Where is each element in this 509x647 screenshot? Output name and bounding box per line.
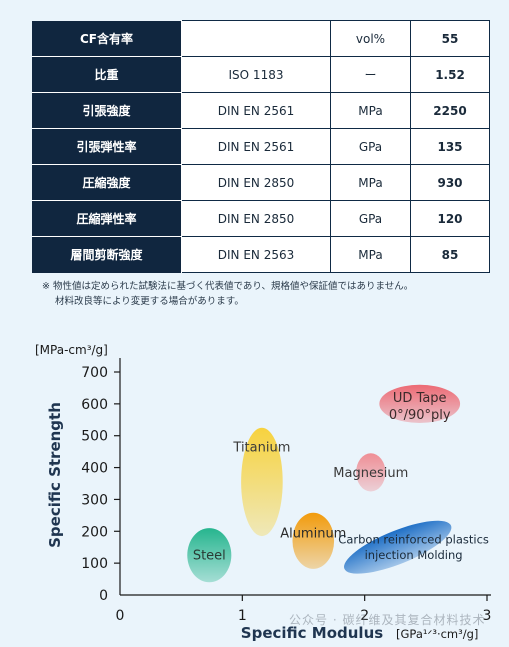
region-label: Magnesium [333, 466, 408, 481]
unit-cell: vol% [330, 20, 411, 57]
x-tick-label: 3 [483, 608, 492, 624]
region-label: 0°/90°ply [389, 408, 451, 423]
value-cell: 1.52 [410, 56, 490, 93]
region-steel [187, 528, 232, 583]
region-aluminum [292, 512, 335, 569]
x-tick-label: 0 [116, 608, 125, 624]
y-tick-label: 200 [81, 524, 108, 540]
test-standard-cell: DIN EN 2561 [181, 92, 331, 129]
y-axis-title: Specific Strength [46, 402, 64, 548]
table-row: 引張強度 DIN EN 2561 MPa 2250 [32, 92, 490, 129]
property-name-cell: 圧縮弾性率 [32, 200, 182, 237]
footnote: ※ 物性値は定められた試験法に基づく代表値であり、規格値や保証値ではありません。… [42, 279, 482, 309]
test-standard-cell: ISO 1183 [181, 56, 331, 93]
region-titanium [241, 427, 283, 537]
value-cell: 135 [410, 128, 490, 165]
unit-cell: MPa [330, 92, 411, 129]
y-tick-label: 700 [81, 365, 108, 381]
unit-cell: GPa [330, 128, 411, 165]
y-axis-unit: [MPa-cm³/g] [35, 343, 108, 357]
property-name-cell: CF含有率 [32, 20, 182, 57]
table-row: 比重 ISO 1183 ー 1.52 [32, 56, 490, 93]
region-label: Carbon reinforced plastics [338, 532, 489, 546]
property-name-cell: 層間剪断強度 [32, 236, 182, 273]
unit-cell: ー [330, 56, 411, 93]
unit-cell: MPa [330, 164, 411, 201]
property-name-cell: 引張強度 [32, 92, 182, 129]
region-ud-tape [379, 384, 461, 423]
test-standard-cell: DIN EN 2563 [181, 236, 331, 273]
value-cell: 55 [410, 20, 490, 57]
value-cell: 930 [410, 164, 490, 201]
table-row: CF含有率 vol% 55 [32, 20, 490, 57]
unit-cell: MPa [330, 236, 411, 273]
region-label: Aluminum [280, 527, 346, 542]
region-carbon-reinforced-plastics [344, 520, 452, 574]
y-tick-label: 300 [81, 492, 108, 508]
table-row: 圧縮弾性率 DIN EN 2850 GPa 120 [32, 200, 490, 237]
property-name-cell: 比重 [32, 56, 182, 93]
value-cell: 2250 [410, 92, 490, 129]
x-tick-label: 1 [238, 608, 247, 624]
x-axis-unit: [GPa¹ᐟ³·cm³/g] [396, 627, 478, 641]
table-row: 引張弾性率 DIN EN 2561 GPa 135 [32, 128, 490, 165]
value-cell: 120 [410, 200, 490, 237]
test-standard-cell: DIN EN 2850 [181, 200, 331, 237]
unit-cell: GPa [330, 200, 411, 237]
watermark: 公众号 · 碳纤维及其复合材料技术 [289, 613, 486, 627]
y-tick-label: 600 [81, 397, 108, 413]
x-tick-label: 2 [360, 608, 369, 624]
region-label: UD Tape [393, 391, 447, 406]
test-standard-cell: DIN EN 2561 [181, 128, 331, 165]
footnote-line-2: 材料改良等により変更する場合があります。 [55, 296, 244, 307]
test-standard-cell [181, 20, 331, 57]
region-label: injection Molding [365, 548, 463, 562]
test-standard-cell: DIN EN 2850 [181, 164, 331, 201]
region-label: Steel [193, 549, 226, 564]
value-cell: 85 [410, 236, 490, 273]
table-row: 圧縮強度 DIN EN 2850 MPa 930 [32, 164, 490, 201]
footnote-line-1: ※ 物性値は定められた試験法に基づく代表値であり、規格値や保証値ではありません。 [42, 281, 414, 292]
y-tick-label: 500 [81, 429, 108, 445]
specific-strength-chart: 0 100 200 300 400 500 600 700 0 1 2 3 UD Tape 0°/90°… [35, 343, 492, 642]
x-axis-title: Specific Modulus [241, 624, 383, 642]
region-label: Titanium [232, 440, 290, 455]
y-tick-label: 100 [81, 556, 108, 572]
y-tick-label: 400 [81, 461, 108, 477]
property-name-cell: 圧縮強度 [32, 164, 182, 201]
y-tick-label: 0 [99, 588, 108, 604]
properties-table: CF含有率 vol% 55 比重 ISO 1183 ー 1.52 引張強度 DIN EN 256… [32, 20, 490, 273]
region-magnesium [356, 453, 386, 492]
table-row: 層間剪断強度 DIN EN 2563 MPa 85 [32, 236, 490, 273]
property-name-cell: 引張弾性率 [32, 128, 182, 165]
